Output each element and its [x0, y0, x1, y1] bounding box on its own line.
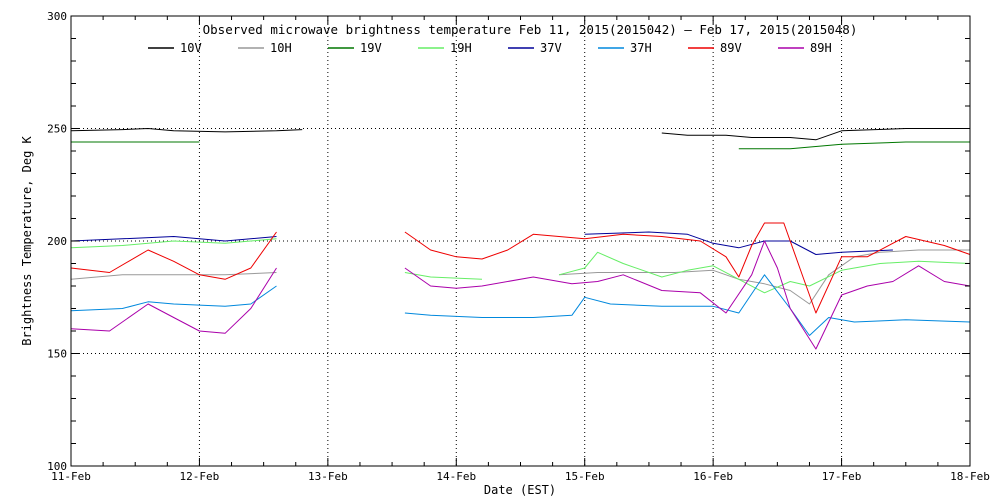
x-tick-label: 16-Feb: [693, 470, 733, 483]
legend-label-89H: 89H: [810, 41, 832, 55]
legend-label-19H: 19H: [450, 41, 472, 55]
chart-title: Observed microwave brightness temperatur…: [203, 22, 858, 37]
x-tick-label: 13-Feb: [308, 470, 348, 483]
series-line-37H: [70, 285, 277, 312]
series-line-89V: [404, 222, 971, 314]
series-line-19H: [70, 238, 277, 249]
series-line-19V: [738, 141, 970, 150]
series-line-37H: [404, 274, 971, 336]
x-axis-label: Date (EST): [484, 483, 556, 497]
x-tick-label: 18-Feb: [950, 470, 990, 483]
series-line-89V: [70, 231, 277, 280]
y-tick-label: 150: [47, 348, 67, 361]
series-line-10V: [661, 128, 970, 141]
series-group: [70, 128, 971, 350]
legend-label-37V: 37V: [540, 41, 562, 55]
y-tick-labels: 100 150 200 250 300: [47, 10, 67, 473]
x-tick-label: 11-Feb: [51, 470, 91, 483]
series-line-89H: [70, 267, 277, 334]
series-line-89H: [404, 240, 971, 350]
x-tick-label: 17-Feb: [822, 470, 862, 483]
series-line-37V: [584, 231, 893, 255]
x-tick-label: 14-Feb: [436, 470, 476, 483]
y-tick-label: 250: [47, 123, 67, 136]
axis-ticks: [70, 15, 971, 467]
legend-label-10V: 10V: [180, 41, 202, 55]
y-tick-label: 300: [47, 10, 67, 23]
x-tick-label: 15-Feb: [565, 470, 605, 483]
x-tick-labels: 11-Feb 12-Feb 13-Feb 14-Feb 15-Feb 16-Feb 17-F…: [51, 470, 990, 483]
legend-label-10H: 10H: [270, 41, 292, 55]
grid-lines: [71, 16, 970, 466]
y-axis-label: Brightness Temperature, Deg K: [20, 135, 34, 345]
legend: 10V 10H 19V 19H 37V 37H 89V 89H: [148, 41, 832, 55]
series-line-10V: [70, 128, 303, 133]
legend-label-89V: 89V: [720, 41, 742, 55]
y-tick-label: 200: [47, 235, 67, 248]
series-line-37V: [70, 236, 277, 242]
series-line-10H: [70, 272, 277, 280]
legend-label-37H: 37H: [630, 41, 652, 55]
legend-label-19V: 19V: [360, 41, 382, 55]
x-tick-label: 12-Feb: [180, 470, 220, 483]
y-tick-label: 100: [47, 460, 67, 473]
series-line-19H: [558, 251, 971, 294]
